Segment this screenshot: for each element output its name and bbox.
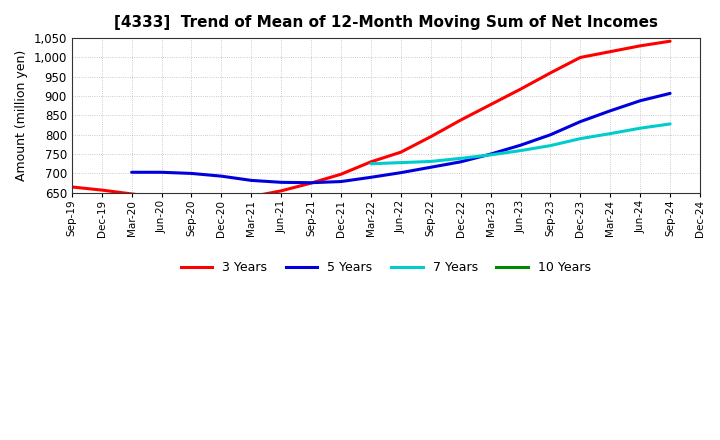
Title: [4333]  Trend of Mean of 12-Month Moving Sum of Net Incomes: [4333] Trend of Mean of 12-Month Moving … — [114, 15, 658, 30]
Legend: 3 Years, 5 Years, 7 Years, 10 Years: 3 Years, 5 Years, 7 Years, 10 Years — [176, 257, 595, 279]
Y-axis label: Amount (million yen): Amount (million yen) — [15, 50, 28, 181]
